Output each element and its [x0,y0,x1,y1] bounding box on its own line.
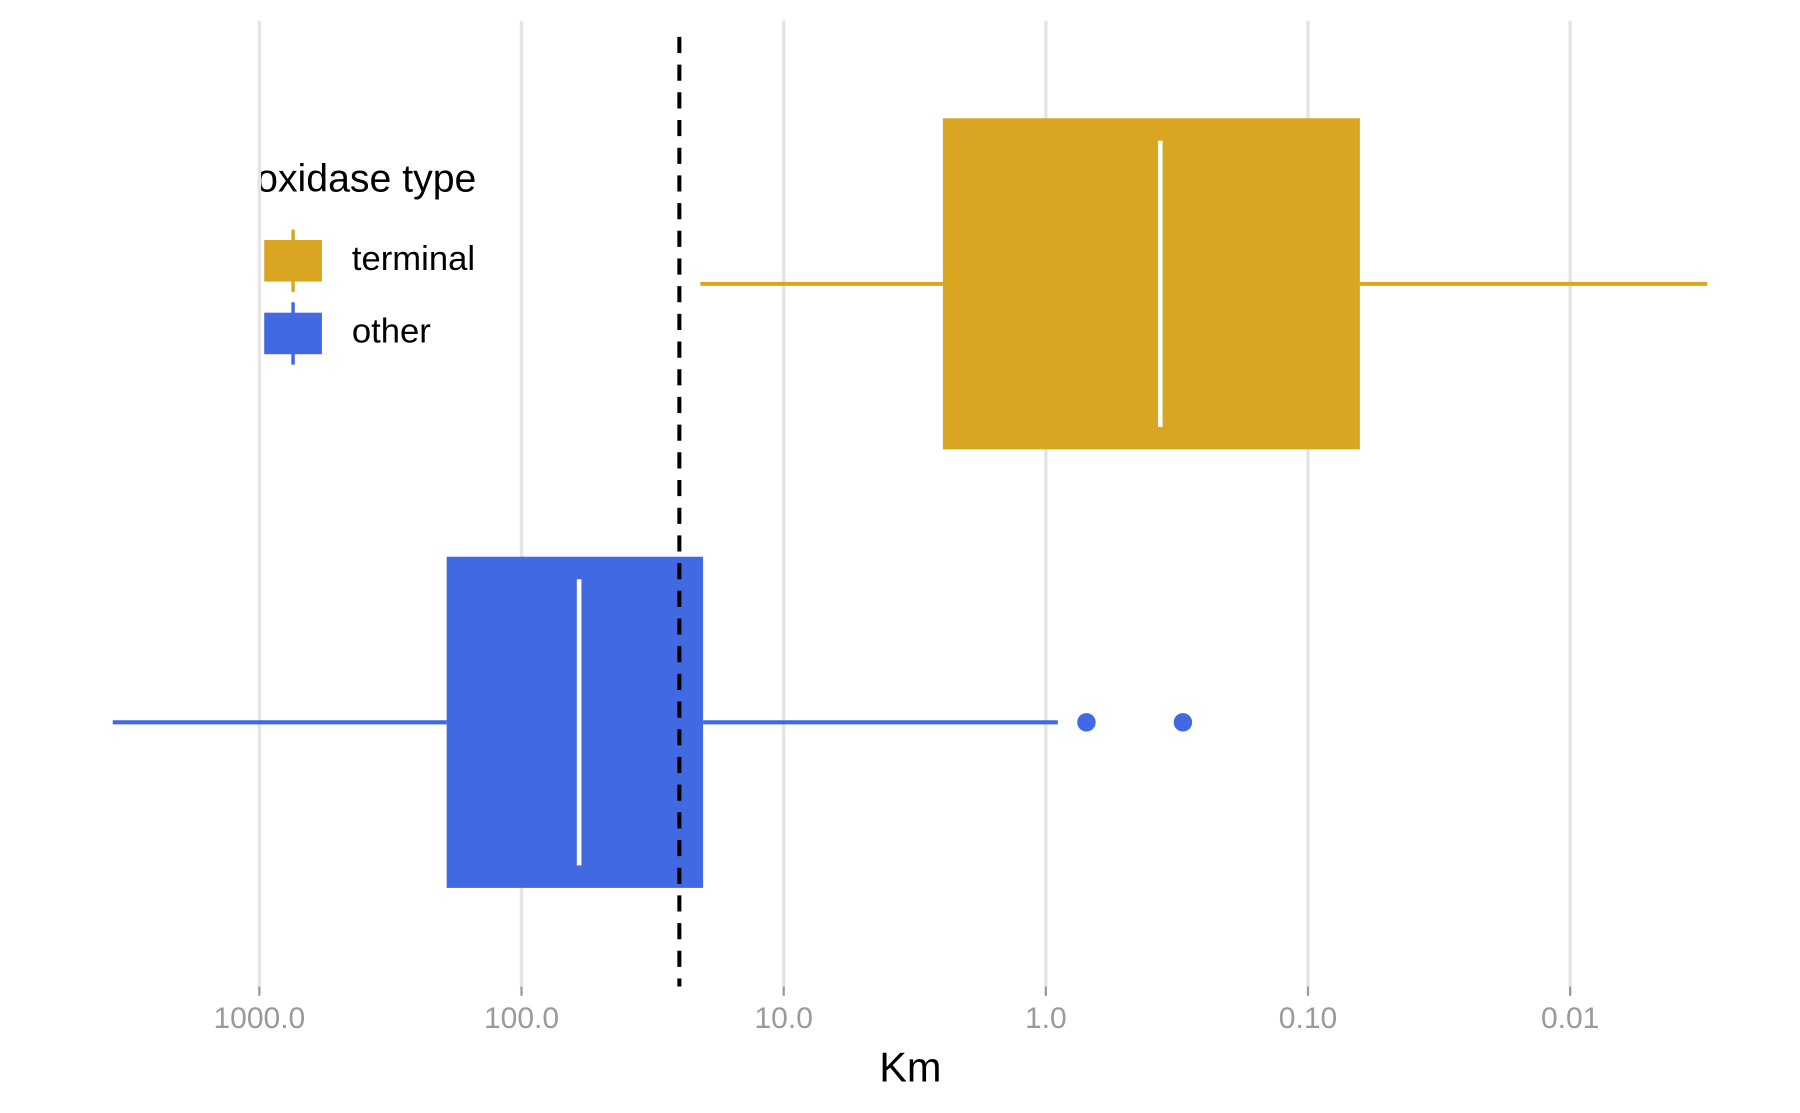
legend-title: oxidase type [256,157,476,201]
box [942,118,1360,450]
x-tick-label: 0.10 [1279,1002,1337,1035]
x-tick-label: 0.01 [1541,1002,1599,1035]
x-tick-label: 10.0 [754,1002,812,1035]
x-axis-label: Km [879,1044,941,1091]
x-tick-label: 1.0 [1025,1002,1067,1035]
legend-label: other [352,313,431,351]
x-tick-label: 100.0 [484,1002,559,1035]
outlier [1077,713,1096,732]
legend-key [264,312,322,355]
box [446,556,704,888]
outlier [1173,713,1193,732]
legend-key [264,240,322,282]
legend-label: terminal [352,240,475,278]
x-tick-label: 1000.0 [213,1002,305,1035]
